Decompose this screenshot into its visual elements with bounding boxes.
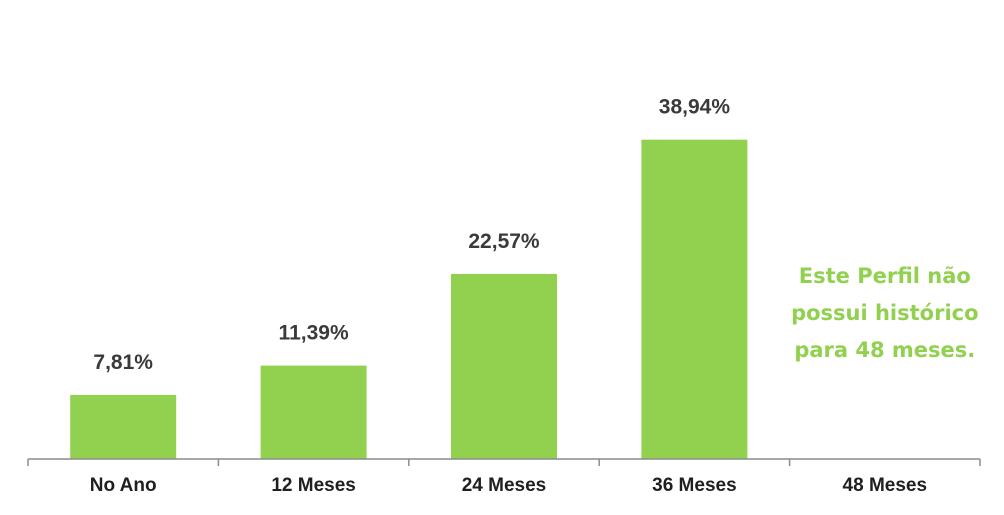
value-labels-group: 7,81% 11,39% 22,57% 38,94% xyxy=(93,96,730,374)
bar-value-label: 38,94% xyxy=(659,96,731,119)
category-label: 12 Meses xyxy=(271,475,356,496)
note-line: possui histórico xyxy=(791,301,978,325)
no-history-note: Este Perfil não possui histórico para 48 m… xyxy=(791,264,978,362)
bar-value-label: 11,39% xyxy=(279,322,349,345)
bar xyxy=(70,394,177,459)
category-label: No Ano xyxy=(90,475,157,496)
bar xyxy=(641,139,748,459)
bar xyxy=(260,365,367,459)
bars-group xyxy=(70,139,748,459)
category-labels-group: No Ano 12 Meses 24 Meses 36 Meses 48 Meses xyxy=(90,475,927,496)
note-line: Este Perfil não xyxy=(799,264,971,288)
x-axis-ticks xyxy=(27,459,981,466)
category-label: 36 Meses xyxy=(652,475,737,496)
bar-value-label: 22,57% xyxy=(468,230,540,253)
bar xyxy=(451,273,557,459)
category-label: 48 Meses xyxy=(843,475,928,496)
note-line: para 48 meses. xyxy=(794,338,975,362)
category-label: 24 Meses xyxy=(462,475,547,496)
bar-value-label: 7,81% xyxy=(93,351,153,374)
